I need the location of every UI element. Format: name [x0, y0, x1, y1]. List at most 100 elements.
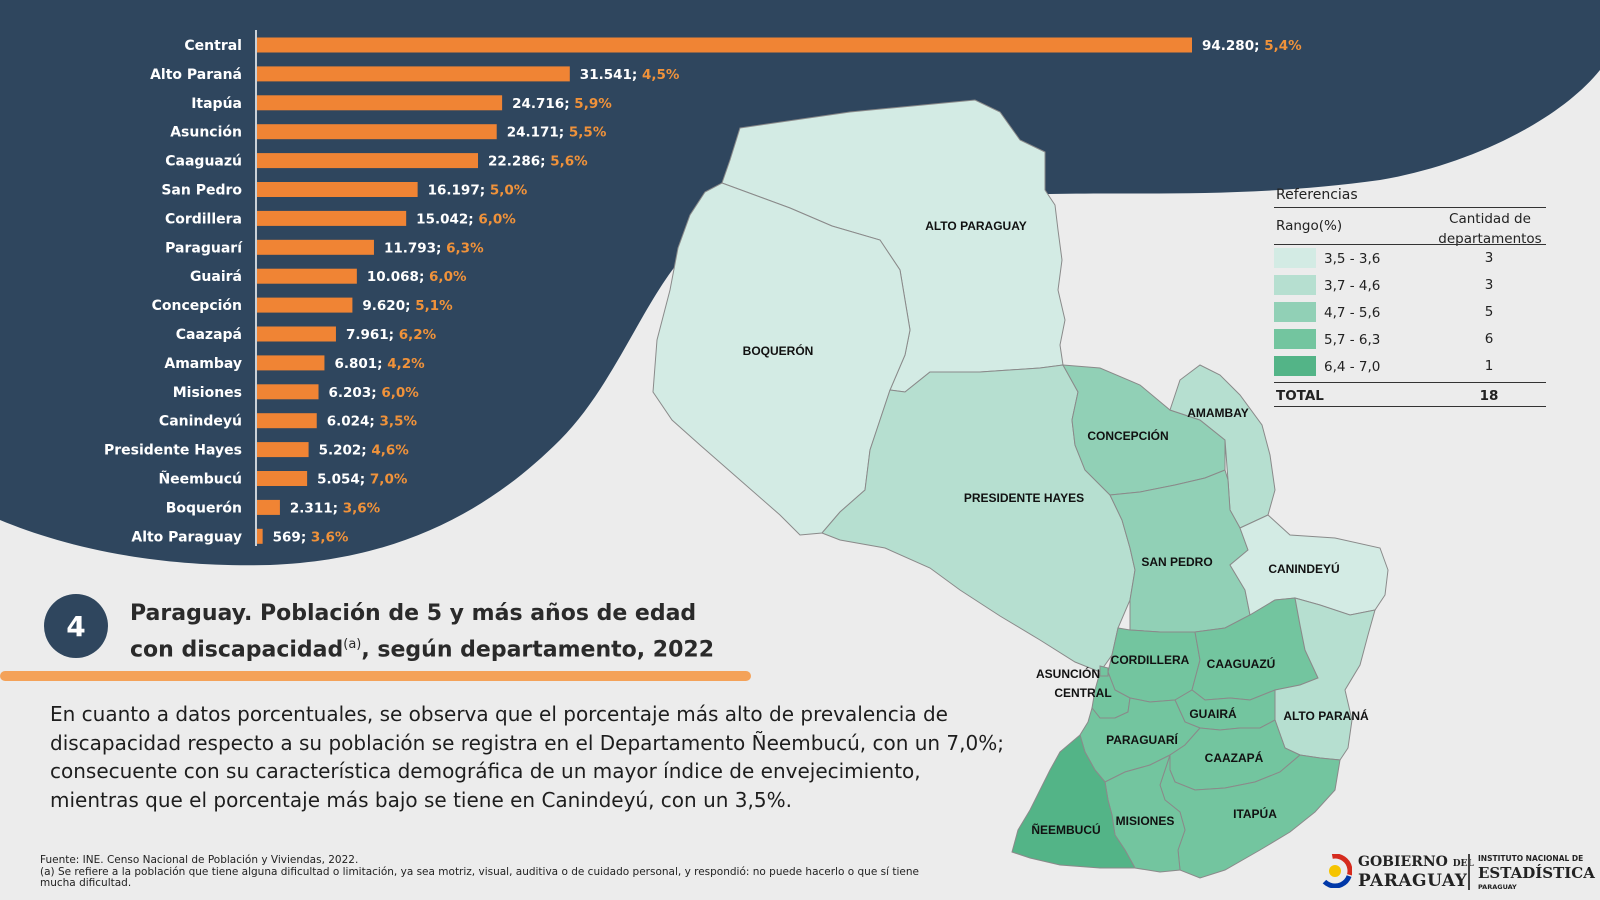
bar-category-label: Alto Paraná [150, 67, 242, 83]
bar-percent: 5,1% [411, 298, 454, 314]
legend-divider-bottom [1274, 406, 1546, 407]
footnote-source: Fuente: INE. Censo Nacional de Población… [40, 854, 359, 866]
bar-category-label: Caaguazú [165, 154, 242, 170]
logo-divider [1468, 854, 1470, 890]
bar [257, 210, 407, 226]
bar-value-label: 11.793; 6,3% [384, 240, 484, 256]
bar-value-label: 5.054; 7,0% [317, 472, 408, 488]
map-label-caazapa: CAAZAPÁ [1205, 750, 1264, 765]
bar-category-label: Boquerón [166, 500, 242, 516]
legend-count: 1 [1484, 358, 1494, 374]
gobierno-logo-line1: GOBIERNO DEL [1358, 854, 1474, 870]
bar-value: 10.068; [367, 269, 425, 285]
legend-range: 3,7 - 4,6 [1324, 278, 1381, 294]
bar-value: 6.024; [327, 414, 375, 430]
bar [257, 471, 308, 486]
bar-percent: 4,5% [637, 67, 680, 83]
bar-category-label: Asunción [170, 125, 242, 141]
bar-percent: 7,0% [365, 472, 408, 488]
bar-category-label: Amambay [164, 356, 242, 372]
logos: GOBIERNO DEL PARAGUAY INSTITUTO NACIONAL… [1318, 850, 1596, 894]
ine-logo-line1: INSTITUTO NACIONAL DE [1478, 854, 1584, 863]
map-label-neembucu: ÑEEMBUCÚ [1031, 822, 1100, 837]
bar-category-label: Guairá [190, 269, 242, 285]
bar-percent: 5,6% [546, 154, 589, 170]
bar-value: 31.541; [580, 67, 638, 83]
map-labels: ALTO PARAGUAY BOQUERÓN PRESIDENTE HAYES … [743, 219, 1369, 837]
bar-value: 2.311; [290, 500, 338, 516]
legend-range: 6,4 - 7,0 [1324, 359, 1381, 375]
map-label-guaira: GUAIRÁ [1189, 706, 1237, 721]
gobierno-logo-small: DEL [1452, 859, 1474, 869]
figure-title-superscript: (a) [343, 637, 362, 652]
bar-category-label: Concepción [152, 298, 242, 314]
bar-value: 15.042; [416, 211, 474, 227]
bar-category-label: Paraguarí [165, 240, 243, 256]
map-label-misiones: MISIONES [1116, 814, 1175, 828]
bar-percent: 6,3% [441, 240, 484, 256]
legend-range: 4,7 - 5,6 [1324, 305, 1381, 321]
legend-swatch [1274, 356, 1316, 376]
map-label-central: CENTRAL [1054, 686, 1111, 700]
bar-value: 16.197; [428, 183, 486, 199]
figure-title-line2a: con discapacidad [130, 637, 344, 663]
bar-category-label: Misiones [173, 385, 242, 401]
map-label-itapua: ITAPÚA [1233, 806, 1277, 821]
legend-total-label: TOTAL [1276, 388, 1324, 404]
bar-value-label: 31.541; 4,5% [580, 67, 680, 83]
legend-swatch [1274, 248, 1316, 268]
bar-value: 6.203; [329, 385, 377, 401]
bar [257, 499, 280, 515]
legend-count: 6 [1484, 331, 1494, 347]
legend-range: 5,7 - 6,3 [1324, 332, 1381, 348]
bar-value-label: 24.716; 5,9% [512, 96, 612, 112]
bar [257, 355, 325, 371]
bar-category-label: Caazapá [176, 327, 242, 343]
bar-value: 24.716; [512, 96, 570, 112]
bar-percent: 6,0% [424, 269, 467, 285]
bar-value-label: 569; 3,6% [273, 529, 349, 545]
bar-percent: 5,9% [570, 96, 613, 112]
legend-divider-header [1274, 244, 1546, 245]
legend-swatch [1274, 302, 1316, 322]
bar-value-label: 6.024; 3,5% [327, 414, 418, 430]
region-neembucu [1011, 734, 1136, 869]
legend-total-value: 18 [1479, 388, 1499, 404]
figure-title: Paraguay. Población de 5 y más años de e… [130, 598, 770, 665]
bar [257, 384, 319, 400]
region-amambay [1169, 364, 1276, 529]
legend-col-count: Cantidad de departamentos [1434, 209, 1546, 249]
legend-swatch [1274, 329, 1316, 349]
bar-percent: 6,0% [474, 211, 517, 227]
legend-divider-total [1274, 382, 1546, 383]
footnote: Fuente: INE. Censo Nacional de Población… [40, 854, 940, 890]
bar-value-label: 15.042; 6,0% [416, 211, 516, 227]
gobierno-logo-line2: PARAGUAY [1358, 871, 1468, 891]
bar [257, 326, 336, 342]
bar [257, 95, 503, 111]
bar-percent: 5,5% [564, 125, 607, 141]
legend-col-count-line1: Cantidad de [1449, 211, 1531, 227]
legend-row: 6,4 - 7,0 1 [1274, 354, 1546, 378]
bar-category-label: Itapúa [191, 96, 242, 112]
bar [257, 66, 570, 82]
map-label-caaguazu: CAAGUAZÚ [1207, 656, 1276, 671]
bar-value-label: 6.801; 4,2% [334, 356, 425, 372]
map-departments [652, 99, 1389, 879]
bar-value: 22.286; [488, 154, 546, 170]
map-label-cordillera: CORDILLERA [1111, 653, 1190, 667]
bar-category-label: Presidente Hayes [104, 443, 242, 459]
bar [257, 442, 309, 458]
bar-value: 569; [273, 529, 307, 545]
legend-col-count-line2: departamentos [1438, 231, 1542, 247]
bar-value-label: 10.068; 6,0% [367, 269, 467, 285]
bar-value: 5.202; [319, 443, 367, 459]
legend-swatch [1274, 275, 1316, 295]
bar-value: 9.620; [362, 298, 410, 314]
bar-percent: 4,2% [383, 356, 426, 372]
bar-value-label: 94.280; 5,4% [1202, 38, 1302, 54]
bar-value: 7.961; [346, 327, 394, 343]
